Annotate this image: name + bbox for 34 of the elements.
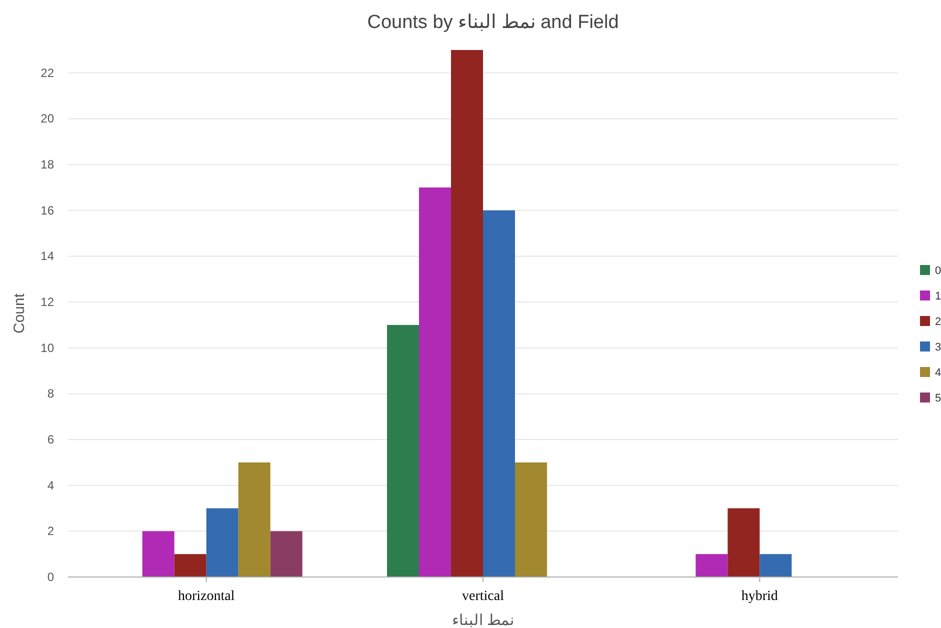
chart-title: Counts by نمط البناء and Field bbox=[367, 12, 619, 33]
y-axis-title: Count bbox=[11, 292, 28, 334]
bar bbox=[483, 210, 515, 577]
legend-label: 3 bbox=[935, 342, 941, 354]
y-tick-label: 0 bbox=[47, 570, 54, 584]
bar bbox=[174, 554, 206, 577]
y-tick-label: 18 bbox=[40, 158, 54, 172]
y-tick-label: 10 bbox=[40, 340, 54, 355]
bar bbox=[238, 462, 270, 577]
bar bbox=[728, 508, 760, 577]
legend-label: 0 bbox=[935, 265, 941, 277]
bar bbox=[760, 554, 792, 577]
bar bbox=[515, 462, 547, 577]
y-tick-label: 4 bbox=[47, 478, 54, 492]
y-tick-label: 22 bbox=[40, 66, 54, 80]
legend-label: 4 bbox=[935, 367, 941, 379]
legend-label: 1 bbox=[935, 290, 941, 302]
y-tick-label: 14 bbox=[40, 249, 54, 264]
y-tick-label: 16 bbox=[40, 203, 54, 218]
bar bbox=[142, 531, 174, 577]
x-tick-label: vertical bbox=[462, 589, 504, 604]
bar bbox=[696, 554, 728, 577]
y-tick-label: 12 bbox=[40, 295, 54, 310]
bar bbox=[206, 508, 238, 577]
x-tick-label: horizontal bbox=[178, 589, 235, 604]
y-tick-label: 20 bbox=[40, 112, 54, 126]
y-tick-label: 6 bbox=[47, 432, 54, 447]
y-tick-label: 8 bbox=[47, 386, 54, 401]
legend-label: 2 bbox=[935, 316, 941, 328]
bar bbox=[451, 50, 483, 577]
legend-label: 5 bbox=[935, 392, 941, 404]
y-tick-label: 2 bbox=[47, 524, 54, 538]
x-tick-label: hybrid bbox=[741, 589, 778, 604]
x-axis-title: نمط البناء bbox=[452, 612, 514, 628]
